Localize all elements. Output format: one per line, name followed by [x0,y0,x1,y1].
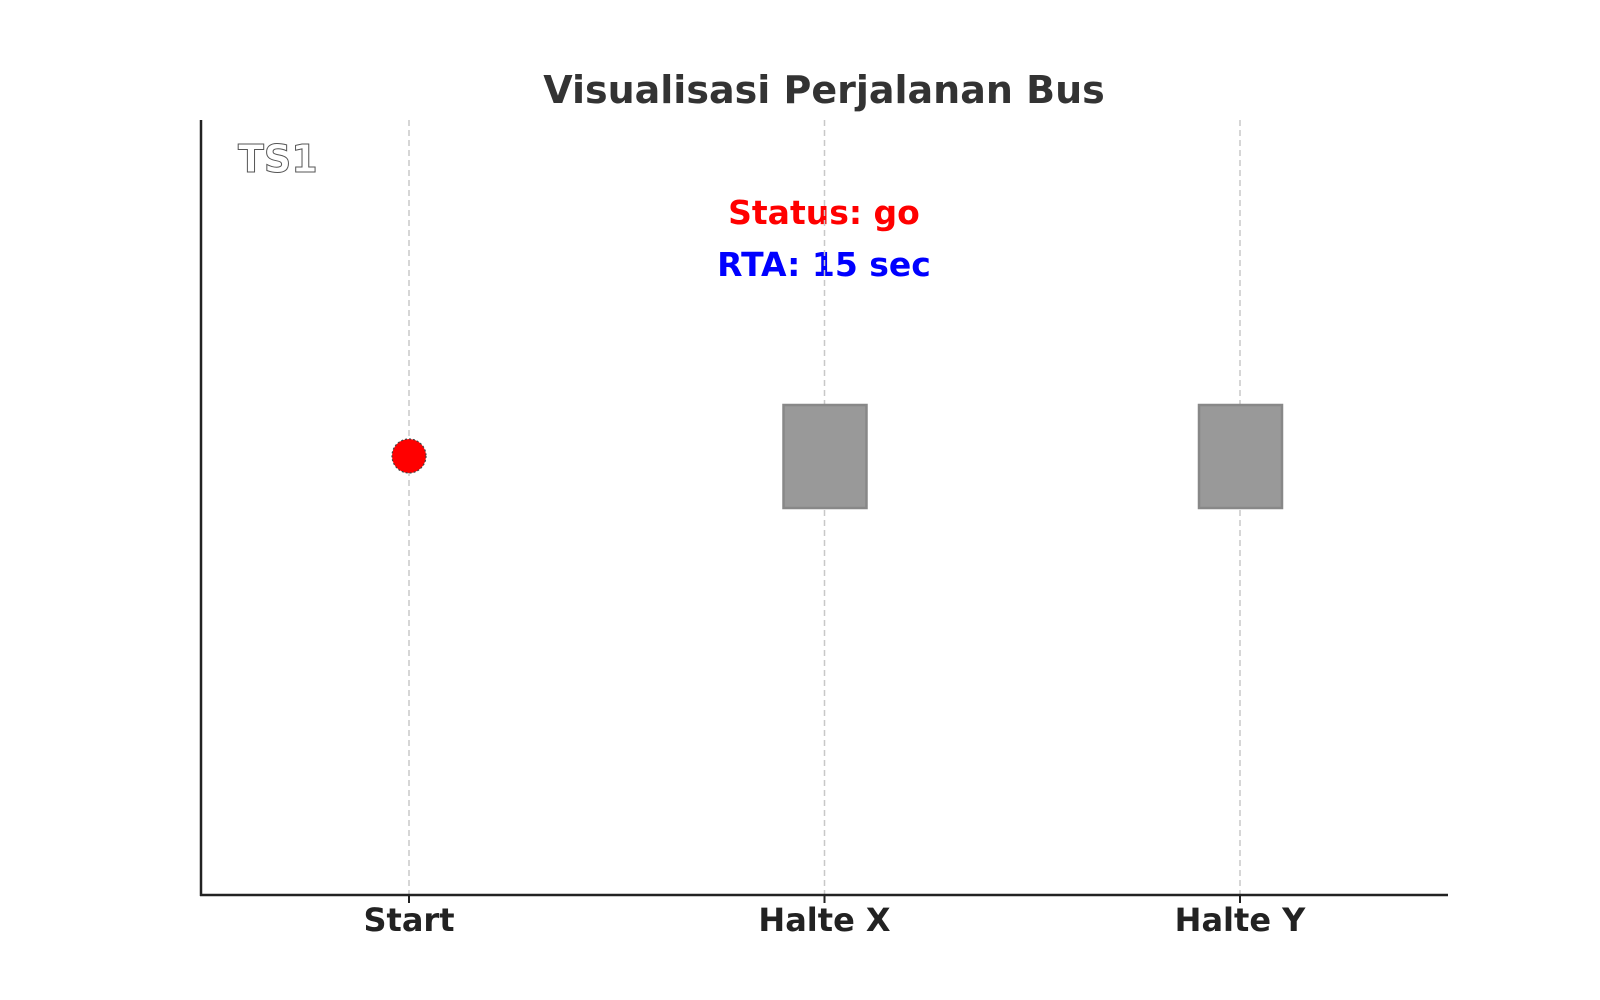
bus-stop-marker-halte-x [782,403,868,510]
markers [391,403,1284,510]
bus-stop-marker-halte-y [1197,403,1284,510]
x-tick-label-halte-x: Halte X [758,901,890,939]
gridlines [408,120,1241,895]
x-ticks: Start Halte X Halte Y [363,895,1306,939]
x-tick-label-start: Start [363,901,454,939]
x-tick-label-halte-y: Halte Y [1175,901,1306,939]
chart-title: Visualisasi Perjalanan Bus [543,68,1105,112]
bus-position-marker [391,438,427,474]
corner-label: TS1 [238,137,318,181]
